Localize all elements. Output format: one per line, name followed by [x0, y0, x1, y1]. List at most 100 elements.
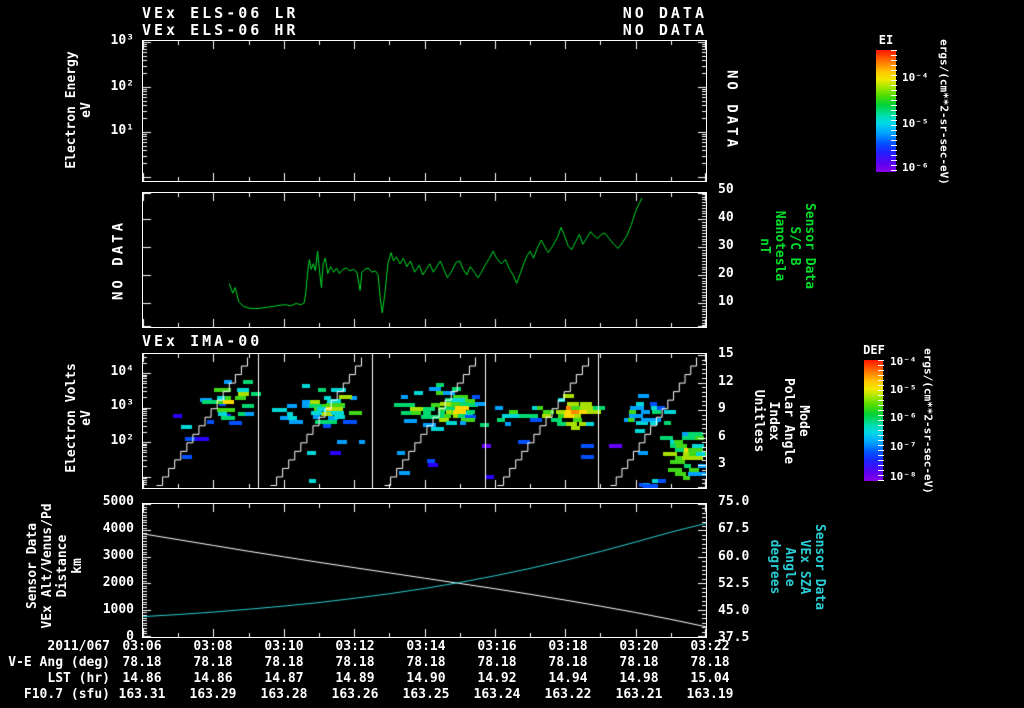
- ei-cbtick-1e-5: 10⁻⁵: [902, 117, 929, 130]
- eph-rytick-45: 45.0: [718, 603, 750, 618]
- eph-ytick-0: 0: [126, 629, 134, 644]
- def-cbtick-1e-8: 10⁻⁸: [890, 470, 917, 483]
- lst-value: 14.90: [406, 671, 446, 686]
- eph-rytick-60: 60.0: [718, 549, 750, 564]
- def-cbtick-1e-6: 10⁻⁶: [890, 411, 917, 424]
- ephemeris-line-panel: [142, 503, 707, 638]
- ve-ang-value: 78.18: [122, 655, 162, 670]
- els-lr-status-badge: NO DATA: [622, 4, 707, 22]
- eph-label-km: km: [70, 558, 85, 574]
- mag-ytick-10: 10: [718, 294, 734, 309]
- eph-ytick-1000: 1000: [102, 602, 134, 617]
- f107-value: 163.19: [686, 687, 734, 702]
- eph-label-distance: Distance: [55, 534, 70, 598]
- mag-ytick-30: 30: [718, 238, 734, 253]
- f107-value: 163.25: [402, 687, 450, 702]
- ephemeris-plot-canvas: [143, 504, 706, 637]
- eph-ytick-5000: 5000: [102, 494, 134, 509]
- ima-ytick-1e3: 10³: [110, 398, 134, 413]
- ima-ytick-1e2: 10²: [110, 433, 134, 448]
- ima-rytick-15: 15: [718, 346, 734, 361]
- els-y-axis-unit: eV: [79, 102, 94, 118]
- mag-label-scb: S/C B: [787, 226, 802, 266]
- eph-left-axis-label: Sensor Data VEx Alt/Venus/Pd Distance km: [25, 503, 85, 628]
- f107-value: 163.22: [544, 687, 592, 702]
- ima-y-axis-unit: eV: [79, 410, 94, 426]
- eph-rytick-675: 67.5: [718, 521, 750, 536]
- lst-value: 14.92: [477, 671, 517, 686]
- ima-rytick-6: 6: [718, 429, 726, 444]
- ve-ang-value: 78.18: [690, 655, 730, 670]
- mag-right-axis-label: Sensor Data S/C B Nanotesla nT: [757, 203, 817, 289]
- els-hr-status-badge: NO DATA: [622, 21, 707, 39]
- f107-value: 163.28: [260, 687, 308, 702]
- ima-right-axis-label: Mode Polar Angle Index Unitless: [751, 378, 811, 464]
- eph-right-axis-label: Sensor Data VEx SZA Angle degrees: [767, 524, 827, 610]
- ei-cbtick-1e-4: 10⁻⁴: [902, 71, 929, 84]
- ei-colorbar-ticks: [891, 50, 897, 172]
- mag-no-data-label: NO DATA: [110, 219, 127, 301]
- time-tick-0306: 03:06: [122, 639, 162, 654]
- mag-ytick-40: 40: [718, 210, 734, 225]
- lst-value: 14.89: [335, 671, 375, 686]
- time-tick-0316: 03:16: [477, 639, 517, 654]
- mag-ytick-50: 50: [718, 182, 734, 197]
- ve-ang-row-label: V-E Ang (deg): [8, 655, 110, 670]
- ima-title-row: VEx IMA-00: [142, 332, 707, 350]
- ei-colorbar-label: EI: [878, 33, 894, 47]
- mag-label-nanotesla: Nanotesla: [772, 210, 787, 282]
- f107-value: 163.26: [331, 687, 379, 702]
- els-spectrogram-panel: [142, 40, 707, 182]
- ima-label-mode: Mode: [796, 405, 811, 437]
- els-ytick-1e1: 10¹: [110, 123, 134, 138]
- time-tick-0320: 03:20: [619, 639, 659, 654]
- eph-ytick-4000: 4000: [102, 521, 134, 536]
- ima-rytick-12: 12: [718, 374, 734, 389]
- def-cbtick-1e-7: 10⁻⁷: [890, 440, 917, 453]
- ei-cbtick-1e-6: 10⁻⁶: [902, 161, 929, 174]
- ve-ang-value: 78.18: [193, 655, 233, 670]
- eph-label-sensor-data: Sensor Data: [25, 522, 40, 610]
- els-hr-title: VEx ELS-06 HR: [142, 21, 299, 39]
- els-y-axis-label-line1: Electron Energy: [64, 51, 79, 169]
- ei-colorbar-unit: ergs/(cm**2-sr-sec-eV): [937, 39, 951, 185]
- time-tick-0312: 03:12: [335, 639, 375, 654]
- eph-label-sza-sensor-data: Sensor Data: [812, 523, 827, 611]
- def-cbtick-1e-4: 10⁻⁴: [890, 355, 917, 368]
- ve-ang-value: 78.18: [264, 655, 304, 670]
- ima-rytick-9: 9: [718, 401, 726, 416]
- mag-plot-canvas: [143, 193, 706, 327]
- ve-ang-value: 78.18: [548, 655, 588, 670]
- time-tick-0310: 03:10: [264, 639, 304, 654]
- f107-value: 163.21: [615, 687, 663, 702]
- eph-ytick-3000: 3000: [102, 548, 134, 563]
- mag-line-panel: [142, 192, 707, 328]
- lst-value: 15.04: [690, 671, 730, 686]
- def-colorbar-label: DEF: [863, 343, 885, 357]
- els-hr-title-row: VEx ELS-06 HR NO DATA: [142, 21, 707, 39]
- eph-label-angle: Angle: [782, 547, 797, 587]
- ima-spectrogram-panel: [142, 353, 707, 489]
- def-cbtick-1e-5: 10⁻⁵: [890, 383, 917, 396]
- ve-ang-value: 78.18: [406, 655, 446, 670]
- eph-ytick-2000: 2000: [102, 575, 134, 590]
- els-no-data-overlay: NO DATA: [723, 69, 740, 151]
- f107-value: 163.24: [473, 687, 521, 702]
- ima-y-axis-label-line1: Electron Volts: [64, 363, 79, 473]
- lst-value: 14.87: [264, 671, 304, 686]
- ve-ang-value: 78.18: [477, 655, 517, 670]
- eph-label-alt-venus-pd: VEx Alt/Venus/Pd: [40, 503, 55, 629]
- ima-plot-canvas: [143, 354, 706, 488]
- time-tick-0318: 03:18: [548, 639, 588, 654]
- f107-row-label: F10.7 (sfu): [23, 687, 110, 702]
- els-y-axis-label: Electron Energy eV: [64, 51, 94, 168]
- time-tick-0322: 03:22: [690, 639, 730, 654]
- ima-label-unitless: Unitless: [751, 389, 766, 453]
- def-colorbar-ticks: [878, 360, 884, 481]
- eph-rytick-75: 75.0: [718, 494, 750, 509]
- date-label: 2011/067: [47, 639, 110, 654]
- mag-ytick-20: 20: [718, 266, 734, 281]
- lst-value: 14.98: [619, 671, 659, 686]
- ve-ang-value: 78.18: [619, 655, 659, 670]
